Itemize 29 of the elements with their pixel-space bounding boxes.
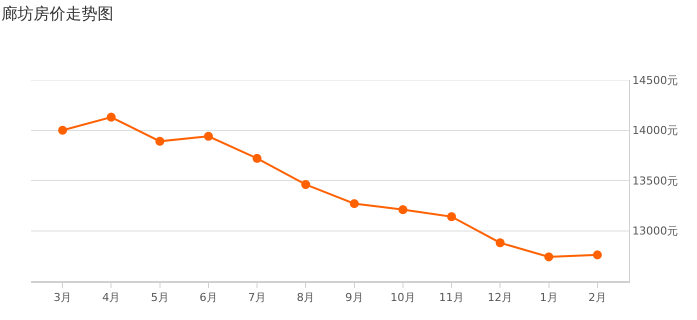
x-tick-label: 12月 [488,291,513,304]
x-tick-label: 11月 [439,291,464,304]
point [592,250,602,260]
point [58,126,68,135]
y-tick-label: 14500元 [632,74,678,87]
point [301,180,310,190]
x-tick-label: 4月 [102,291,120,304]
y-tick-label: 14000元 [632,124,678,138]
point [398,205,408,214]
chart-title: 廊坊房价走势图 [1,4,114,24]
x-tick-label: 9月 [345,291,364,304]
y-tick-label: 13000元 [632,224,678,238]
x-tick-label: 5月 [150,291,169,304]
point [350,199,359,208]
x-tick-label: 6月 [199,291,218,304]
point [496,238,505,248]
x-tick-label: 2月 [588,291,606,304]
x-tick-label: 3月 [54,291,72,304]
y-tick-label: 13500元 [632,174,678,188]
point [155,136,164,146]
point [204,132,213,141]
point [252,154,262,163]
x-tick-label: 10月 [390,291,416,304]
point [544,252,554,262]
x-tick-label: 1月 [540,291,558,304]
point [447,212,456,222]
point [106,112,116,122]
x-tick-label: 8月 [296,291,315,304]
x-tick-label: 7月 [248,291,266,304]
